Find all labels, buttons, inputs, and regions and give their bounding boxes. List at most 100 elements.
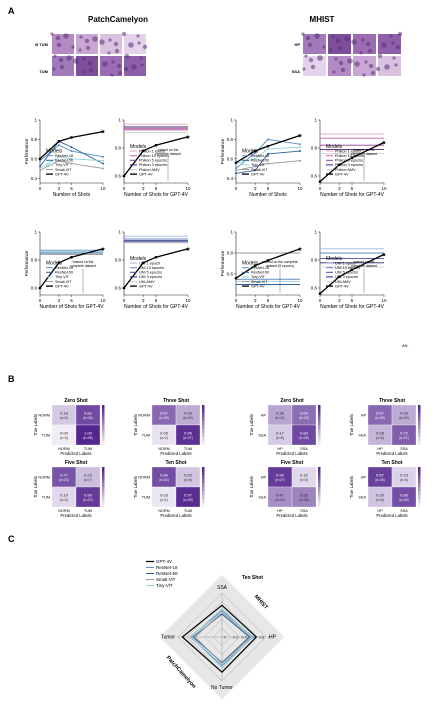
- colorbar-step: [202, 425, 205, 429]
- cell-value: 0.20: [184, 473, 193, 478]
- data-point: [337, 163, 341, 167]
- chart-note: trained on the: [354, 148, 375, 152]
- colorbar-step: [418, 421, 421, 425]
- panel-label-c: C: [8, 534, 15, 544]
- x-tick-label: 5: [351, 298, 354, 303]
- confusion-matrix-8: Ten Shot 0.87(n=26) 0.13(n=4) 0.20(n=6) 0.80…: [349, 460, 421, 518]
- radar-axis-label: No Tumor: [211, 685, 233, 691]
- row-label: HP: [261, 413, 267, 417]
- nucleus-mark: [395, 44, 401, 50]
- row-label: TUM: [142, 433, 150, 437]
- y-tick-label: 0.6: [227, 156, 234, 161]
- x-tick-label: 10: [185, 298, 191, 303]
- colorbar: [102, 467, 105, 507]
- legend-title: Models: [130, 256, 147, 262]
- cell-count: (n=10): [399, 416, 408, 420]
- colorbar-step: [318, 421, 321, 425]
- colorbar: [202, 467, 205, 507]
- histology-tile: [124, 34, 146, 54]
- nucleus-mark: [99, 39, 105, 45]
- y-tick-label: 0.8: [31, 137, 38, 142]
- matrix-cell: [291, 486, 317, 508]
- series-line: [235, 146, 301, 165]
- matrix-title: Five Shot: [65, 460, 88, 466]
- nucleus-mark: [301, 32, 305, 36]
- colorbar-step: [202, 499, 205, 503]
- col-label: TUM: [184, 509, 192, 513]
- pcam-row-label-norm: Ø TUM: [35, 42, 49, 47]
- y-tick-label: 1: [230, 230, 233, 235]
- histology-tile: [328, 56, 351, 76]
- cell-value: 0.05: [160, 431, 169, 436]
- legend-entry: Tiny-ViT: [251, 275, 266, 279]
- x-tick-label: 5: [267, 298, 270, 303]
- nucleus-mark: [308, 57, 314, 63]
- x-tick-label: 10: [100, 186, 106, 191]
- nucleus-mark: [73, 58, 79, 64]
- data-point: [57, 159, 60, 162]
- histology-tile: [76, 56, 98, 76]
- cell-count: (n=29): [183, 498, 192, 502]
- series-line: [39, 144, 104, 162]
- colorbar: [102, 405, 105, 445]
- x-axis-label: Number of Shots: [249, 192, 287, 198]
- legend-entry: ResNet-18: [251, 266, 269, 270]
- colorbar-step: [318, 437, 321, 441]
- cell-value: 0.10: [300, 473, 309, 478]
- nucleus-mark: [110, 73, 114, 77]
- legend-entry: GPT-4V: [335, 284, 349, 288]
- cell-value: 0.90: [276, 473, 285, 478]
- y-axis-label: True Labels: [133, 414, 138, 436]
- cell-count: (n=6): [376, 498, 384, 502]
- x-tick-label: 0: [235, 186, 238, 191]
- colorbar-step: [102, 475, 105, 479]
- data-point: [154, 143, 158, 147]
- y-tick-label: 1: [314, 230, 317, 235]
- histology-tile: [378, 34, 401, 54]
- colorbar-step: [318, 495, 321, 499]
- legend-entry: Phikon 3 epochs: [335, 163, 363, 167]
- matrix-title: Ten Shot: [165, 460, 186, 466]
- data-point: [318, 180, 322, 183]
- colorbar-step: [202, 441, 205, 445]
- x-tick-label: 3: [254, 186, 257, 191]
- y-axis-label: Performance: [220, 138, 225, 164]
- nucleus-mark: [302, 67, 306, 71]
- colorbar-step: [102, 479, 105, 483]
- nucleus-mark: [63, 33, 69, 39]
- nucleus-mark: [391, 41, 395, 45]
- row-label: SSA: [358, 433, 366, 437]
- confusion-matrix-6: Ten Shot 0.80(n=24) 0.20(n=6) 0.03(n=1) 0.97…: [133, 460, 205, 518]
- data-point: [57, 155, 60, 158]
- nucleus-mark: [81, 70, 85, 74]
- x-tick-label: 5: [267, 186, 270, 191]
- data-point: [254, 169, 257, 172]
- colorbar-step: [418, 425, 421, 429]
- colorbar-step: [102, 495, 105, 499]
- nucleus-mark: [79, 35, 83, 39]
- dataset-title-mhist: MHIST: [310, 15, 335, 24]
- colorbar-step: [102, 441, 105, 445]
- y-axis-label: True Labels: [133, 476, 138, 498]
- y-axis-label: True Labels: [33, 476, 38, 498]
- colorbar: [318, 405, 321, 445]
- colorbar: [418, 467, 421, 507]
- data-point-star: ★: [100, 129, 105, 136]
- colorbar-step: [418, 487, 421, 491]
- nucleus-mark: [113, 41, 119, 47]
- row-label: NORM: [138, 413, 150, 417]
- row-label: HP: [361, 413, 367, 417]
- colorbar-step: [418, 479, 421, 483]
- x-tick-label: 5: [351, 186, 354, 191]
- data-point: [70, 162, 73, 165]
- cell-count: (n=20): [159, 416, 168, 420]
- series-line: [39, 140, 104, 167]
- cell-value: 0.72: [400, 431, 409, 436]
- colorbar-step: [318, 479, 321, 483]
- series-line: [235, 150, 301, 174]
- colorbar-step: [318, 405, 321, 409]
- colorbar: [202, 405, 205, 445]
- colorbar-step: [418, 503, 421, 507]
- y-tick-label: 0.6: [227, 272, 234, 277]
- data-point-star: ★: [297, 133, 302, 140]
